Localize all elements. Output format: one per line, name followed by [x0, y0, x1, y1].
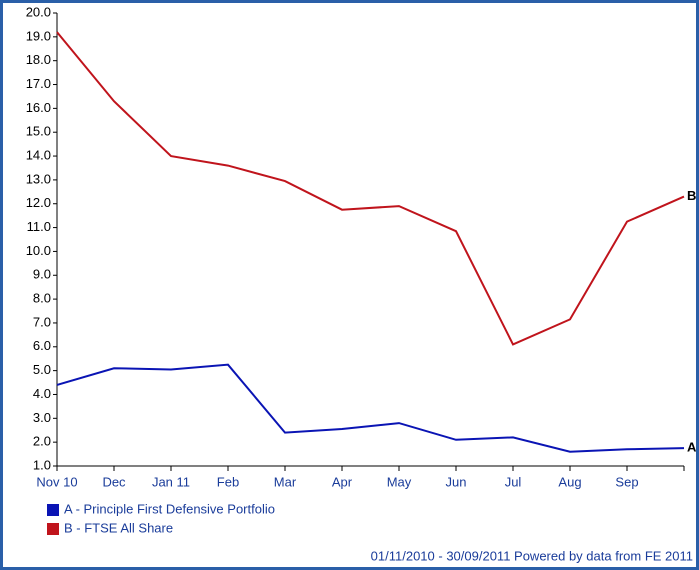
x-tick-label: Aug [558, 474, 581, 489]
y-tick-label: 8.0 [33, 291, 51, 306]
y-tick-label: 15.0 [26, 124, 51, 139]
series-line [56, 31, 685, 346]
x-tick-label: Jul [505, 474, 522, 489]
x-tick-label: May [387, 474, 412, 489]
legend-swatch [47, 523, 59, 535]
y-tick-label: 9.0 [33, 267, 51, 282]
x-tick-label: Jan 11 [152, 474, 190, 489]
y-tick-label: 4.0 [33, 386, 51, 401]
y-tick-label: 20.0 [26, 4, 51, 19]
y-tick-label: 17.0 [26, 76, 51, 91]
end-label: A [687, 440, 696, 455]
legend-label: B - FTSE All Share [64, 520, 173, 535]
chart: 01/11/2010 - 30/09/2011 Powered by data … [26, 4, 696, 563]
y-tick-label: 12.0 [26, 195, 51, 210]
series-line [56, 363, 685, 453]
end-label: B [687, 188, 696, 203]
x-tick-label: Dec [102, 474, 126, 489]
y-tick-label: 7.0 [33, 314, 51, 329]
legend-label: A - Principle First Defensive Portfolio [64, 501, 275, 516]
x-tick-label: Mar [274, 474, 297, 489]
y-tick-label: 18.0 [26, 52, 51, 67]
x-tick-label: Sep [615, 474, 638, 489]
y-tick-label: 6.0 [33, 338, 51, 353]
legend-swatch [47, 504, 59, 516]
y-tick-label: 1.0 [33, 457, 51, 472]
y-tick-label: 19.0 [26, 28, 51, 43]
y-tick-label: 3.0 [33, 410, 51, 425]
x-tick-label: Nov 10 [36, 474, 77, 489]
y-tick-label: 14.0 [26, 147, 51, 162]
y-tick-label: 5.0 [33, 362, 51, 377]
footer: 01/11/2010 - 30/09/2011 Powered by data … [371, 548, 693, 563]
y-tick-label: 13.0 [26, 171, 51, 186]
y-tick-label: 16.0 [26, 100, 51, 115]
y-tick-label: 11.0 [27, 219, 51, 234]
x-tick-label: Apr [332, 474, 353, 489]
x-tick-label: Feb [217, 474, 239, 489]
y-tick-label: 10.0 [26, 243, 51, 258]
y-tick-label: 2.0 [33, 434, 51, 449]
x-tick-label: Jun [446, 474, 467, 489]
